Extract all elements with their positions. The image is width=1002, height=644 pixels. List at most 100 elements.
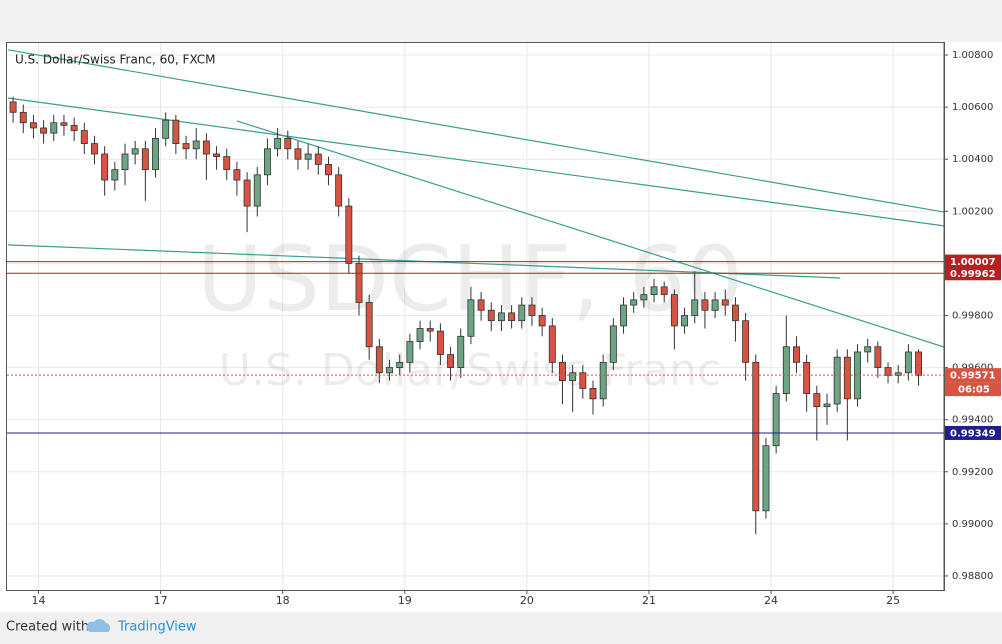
candle-body <box>304 153 312 160</box>
candle-body <box>386 367 393 374</box>
tradingview-logo <box>86 619 111 632</box>
candle-body <box>172 119 180 144</box>
candle-body <box>294 148 302 160</box>
x-tick-label: 18 <box>276 594 290 607</box>
candle-body <box>162 119 170 139</box>
candle-body <box>406 341 414 363</box>
candle-body <box>711 299 719 311</box>
y-tick-label: 0.99800 <box>952 310 993 321</box>
candle-body <box>70 124 78 131</box>
y-tick-label: 1.00800 <box>952 50 993 61</box>
candle-body <box>701 299 709 311</box>
candle-body <box>131 148 139 155</box>
trend-line <box>7 97 944 227</box>
price-label-box <box>945 254 1001 269</box>
candle-body <box>660 286 668 296</box>
y-tick-label: 0.99600 <box>952 363 993 374</box>
candle-body <box>843 356 851 400</box>
y-tick-label: 1.00400 <box>952 154 993 165</box>
candle-body <box>284 137 292 150</box>
candle-body <box>355 262 363 303</box>
candle-body <box>182 143 190 150</box>
candle-body <box>152 137 159 171</box>
candle-body <box>823 403 831 408</box>
candle-body <box>436 330 444 355</box>
candle-body <box>335 174 343 207</box>
candle-body <box>233 169 241 181</box>
x-tick-label: 19 <box>398 594 412 607</box>
candle-body <box>884 367 892 376</box>
candle-body <box>803 361 811 395</box>
candle-body <box>670 294 678 327</box>
trend-line <box>7 49 944 213</box>
candle-body <box>752 361 760 512</box>
candle-body <box>243 179 251 207</box>
candle-body <box>192 140 200 150</box>
candle-body <box>904 351 912 374</box>
candle-body <box>721 299 729 306</box>
candle-body <box>91 143 98 155</box>
candle-body <box>80 130 88 144</box>
candle-body <box>213 153 221 158</box>
x-tick-label: 20 <box>520 594 534 607</box>
footer-created-with: Created with <box>6 620 89 635</box>
candle-body <box>60 122 68 126</box>
x-tick-label: 17 <box>154 594 168 607</box>
candle-body <box>742 320 750 363</box>
candle-body <box>40 127 48 134</box>
candle-body <box>833 356 841 405</box>
x-tick-label: 25 <box>886 594 900 607</box>
candle-body <box>528 304 536 316</box>
candle-body <box>589 388 597 400</box>
plot <box>7 49 944 535</box>
x-tick-label: 21 <box>642 594 656 607</box>
candle-body <box>345 205 353 264</box>
candle-body <box>447 354 455 368</box>
candle-body <box>416 328 424 342</box>
candle-body <box>650 286 658 296</box>
candle-body <box>620 304 627 327</box>
trend-line <box>236 120 944 348</box>
candle-body <box>396 361 404 368</box>
candle-body <box>50 122 58 134</box>
y-tick-label: 0.98800 <box>952 571 993 582</box>
candle-body <box>9 101 17 113</box>
watermark-subtitle: U.S. Dollar/Swiss Franc <box>219 345 721 396</box>
x-tick-label: 24 <box>764 594 778 607</box>
y-tick-label: 0.99400 <box>952 415 993 426</box>
footer-brand[interactable]: TradingView <box>117 620 197 635</box>
price-label-box <box>945 266 1001 281</box>
candle-body <box>263 148 271 176</box>
candle-body <box>782 346 790 395</box>
y-tick-label: 0.99200 <box>952 467 993 478</box>
candle-body <box>874 346 882 368</box>
candle-body <box>609 325 617 363</box>
candle-body <box>538 315 546 327</box>
price-label: 0.99571 <box>950 371 996 382</box>
candle-body <box>762 445 770 512</box>
price-label-box <box>945 368 1001 383</box>
candle-body <box>141 148 149 171</box>
candle-body <box>915 351 923 376</box>
countdown-label: 06:05 <box>958 385 990 396</box>
y-tick-label: 0.99000 <box>952 519 993 530</box>
price-label: 0.99962 <box>950 269 996 280</box>
candle-body <box>19 111 27 124</box>
candle-body <box>375 346 383 374</box>
candle-body <box>691 299 699 316</box>
candle-body <box>457 335 465 368</box>
footer-bar <box>0 612 1002 644</box>
axes: 0.98800 0.99000 0.99200 0.99400 0.99600 0.998… <box>32 50 1001 607</box>
candle-body <box>121 153 129 171</box>
candle-body <box>508 312 516 322</box>
price-label-box <box>945 425 1001 440</box>
candle-body <box>111 169 119 181</box>
price-label: 0.99349 <box>950 428 996 439</box>
candle-body <box>314 153 322 165</box>
candle-body <box>813 393 821 408</box>
candle-body <box>630 299 638 306</box>
chart-title: U.S. Dollar/Swiss Franc, 60, FXCM <box>15 53 216 67</box>
candle-body <box>223 156 231 171</box>
candle-body <box>467 299 475 337</box>
